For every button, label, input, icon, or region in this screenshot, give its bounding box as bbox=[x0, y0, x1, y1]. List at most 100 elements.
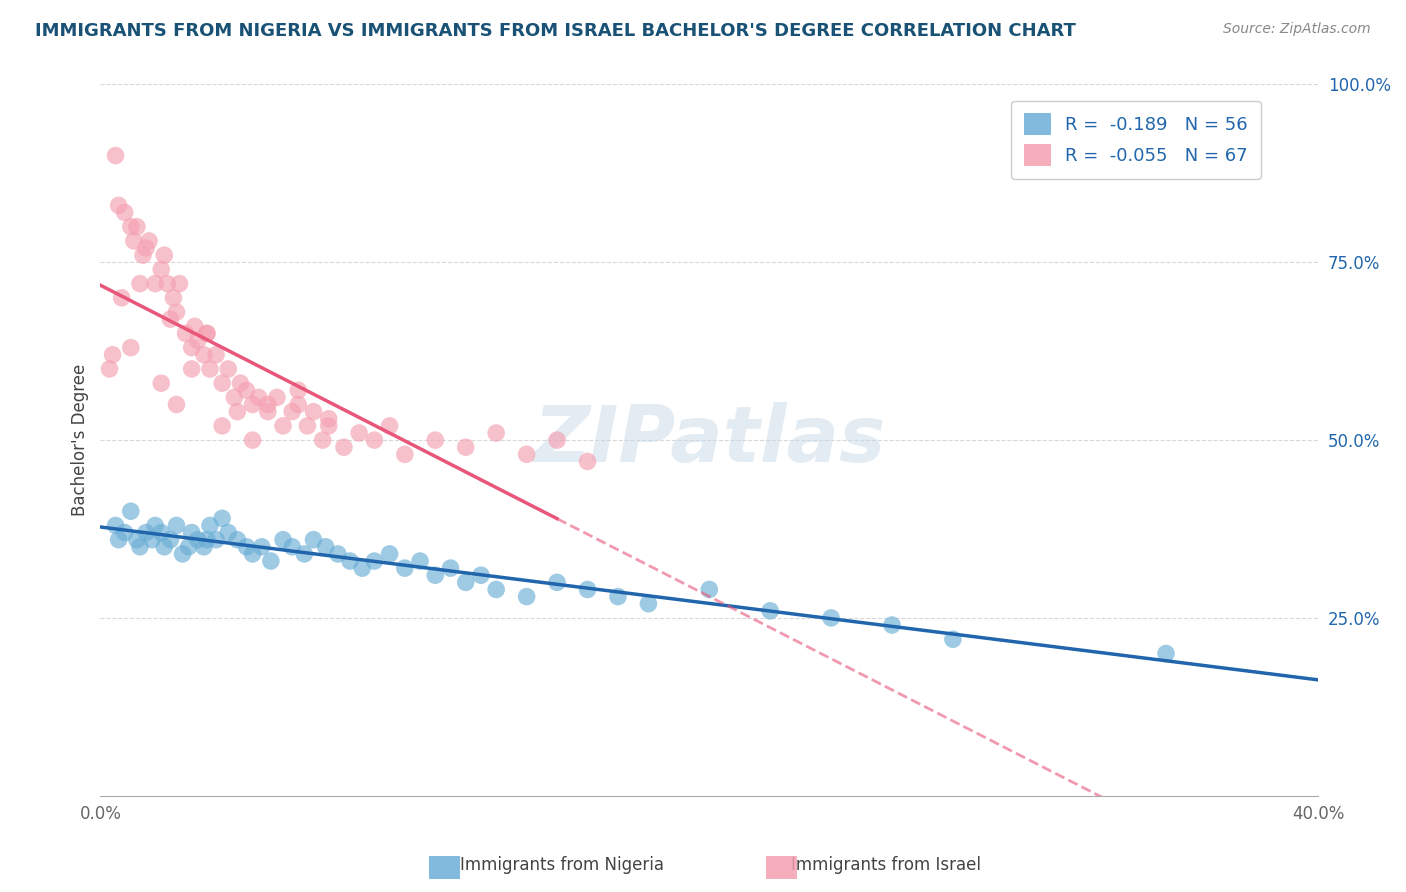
Text: IMMIGRANTS FROM NIGERIA VS IMMIGRANTS FROM ISRAEL BACHELOR'S DEGREE CORRELATION : IMMIGRANTS FROM NIGERIA VS IMMIGRANTS FR… bbox=[35, 22, 1076, 40]
Point bbox=[271, 418, 294, 433]
Point bbox=[143, 518, 166, 533]
Point bbox=[198, 518, 221, 533]
Point bbox=[454, 440, 477, 454]
Point bbox=[187, 533, 209, 547]
Point bbox=[224, 391, 246, 405]
Point bbox=[425, 433, 447, 447]
Point bbox=[166, 398, 188, 412]
Point bbox=[211, 511, 233, 525]
Point bbox=[198, 362, 221, 376]
Point bbox=[607, 590, 630, 604]
Point bbox=[576, 582, 599, 597]
Point bbox=[226, 404, 249, 418]
Point bbox=[516, 447, 538, 461]
Point bbox=[153, 540, 176, 554]
Point bbox=[256, 404, 278, 418]
Point bbox=[315, 540, 337, 554]
Point bbox=[942, 632, 965, 647]
Point bbox=[576, 454, 599, 468]
Point bbox=[180, 362, 202, 376]
Point bbox=[172, 547, 194, 561]
Point bbox=[394, 447, 416, 461]
Point bbox=[120, 341, 142, 355]
Text: Immigrants from Israel: Immigrants from Israel bbox=[790, 855, 981, 873]
Point bbox=[150, 262, 173, 277]
Point bbox=[98, 362, 121, 376]
Point bbox=[266, 391, 288, 405]
Point bbox=[132, 248, 155, 262]
Point bbox=[111, 291, 134, 305]
Point bbox=[820, 611, 842, 625]
Point bbox=[122, 234, 145, 248]
Text: Source: ZipAtlas.com: Source: ZipAtlas.com bbox=[1223, 22, 1371, 37]
Point bbox=[880, 618, 903, 632]
Legend: R =  -0.189   N = 56, R =  -0.055   N = 67: R = -0.189 N = 56, R = -0.055 N = 67 bbox=[1011, 101, 1261, 179]
Point bbox=[125, 219, 148, 234]
Point bbox=[129, 277, 152, 291]
Point bbox=[143, 277, 166, 291]
Point bbox=[516, 590, 538, 604]
Point bbox=[156, 277, 179, 291]
Point bbox=[195, 533, 218, 547]
Point bbox=[184, 319, 207, 334]
Point bbox=[242, 398, 264, 412]
Point bbox=[637, 597, 659, 611]
Point bbox=[409, 554, 432, 568]
Point bbox=[120, 219, 142, 234]
Point bbox=[247, 391, 270, 405]
Point bbox=[1154, 647, 1177, 661]
Point bbox=[281, 404, 304, 418]
Point bbox=[159, 533, 181, 547]
Point bbox=[114, 525, 136, 540]
Point bbox=[193, 540, 215, 554]
Point bbox=[150, 376, 173, 391]
Point bbox=[205, 348, 228, 362]
Point bbox=[107, 198, 129, 212]
Point bbox=[141, 533, 163, 547]
Point bbox=[292, 547, 315, 561]
Point bbox=[697, 582, 720, 597]
Point bbox=[187, 334, 209, 348]
Point bbox=[101, 348, 124, 362]
Point bbox=[439, 561, 461, 575]
Point bbox=[454, 575, 477, 590]
Point bbox=[363, 433, 385, 447]
Point bbox=[287, 398, 309, 412]
Point bbox=[193, 348, 215, 362]
Point bbox=[339, 554, 361, 568]
Point bbox=[138, 234, 160, 248]
Point bbox=[271, 533, 294, 547]
Point bbox=[759, 604, 782, 618]
Point bbox=[217, 525, 239, 540]
Point bbox=[135, 525, 157, 540]
Point bbox=[297, 418, 319, 433]
Point bbox=[470, 568, 492, 582]
Point bbox=[180, 341, 202, 355]
Point bbox=[162, 291, 184, 305]
Point bbox=[352, 561, 374, 575]
Point bbox=[166, 518, 188, 533]
Point bbox=[129, 540, 152, 554]
Point bbox=[485, 582, 508, 597]
Point bbox=[235, 384, 257, 398]
Point bbox=[120, 504, 142, 518]
Point bbox=[546, 433, 568, 447]
Text: ZIPatlas: ZIPatlas bbox=[533, 402, 886, 478]
Point bbox=[114, 205, 136, 219]
Point bbox=[485, 425, 508, 440]
Point bbox=[425, 568, 447, 582]
Point bbox=[150, 525, 173, 540]
Point bbox=[318, 411, 340, 425]
Point bbox=[217, 362, 239, 376]
Point bbox=[281, 540, 304, 554]
Point bbox=[302, 404, 325, 418]
Point bbox=[104, 518, 127, 533]
Point bbox=[211, 418, 233, 433]
Point bbox=[363, 554, 385, 568]
Point bbox=[104, 148, 127, 162]
Point bbox=[250, 540, 273, 554]
Point bbox=[318, 418, 340, 433]
Point bbox=[169, 277, 191, 291]
Point bbox=[229, 376, 252, 391]
Point bbox=[242, 433, 264, 447]
